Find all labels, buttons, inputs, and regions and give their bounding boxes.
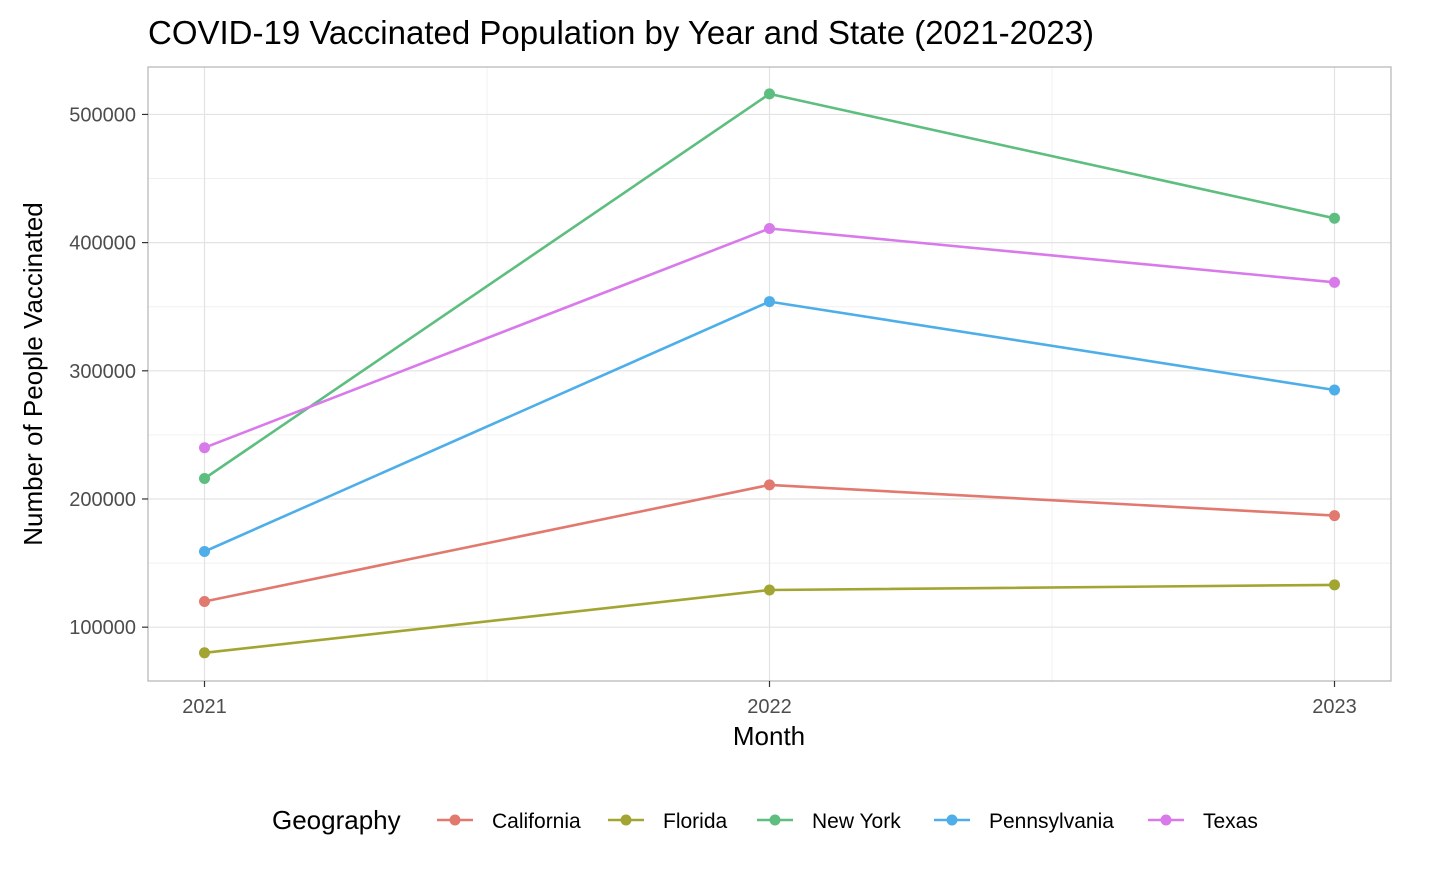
data-point-texas xyxy=(199,442,210,454)
data-point-texas xyxy=(1329,276,1340,288)
data-point-pennsylvania xyxy=(1329,384,1340,396)
x-axis-title: Month xyxy=(733,721,805,751)
legend-item-new-york: New York xyxy=(757,810,901,833)
x-axis: 2021 2022 2023 xyxy=(182,681,1357,718)
data-point-new-york xyxy=(764,88,775,100)
legend-title: Geography xyxy=(272,805,401,835)
legend-item-texas: Texas xyxy=(1148,810,1258,833)
y-tick-label: 300000 xyxy=(69,361,136,383)
y-tick-label: 200000 xyxy=(69,489,136,511)
series-texas xyxy=(199,223,1340,454)
y-axis: 100000 200000 300000 400000 500000 xyxy=(69,104,148,639)
x-tick-label: 2023 xyxy=(1312,696,1357,718)
data-point-california xyxy=(764,479,775,491)
x-tick-label: 2021 xyxy=(182,696,227,718)
legend-label: Pennsylvania xyxy=(989,810,1114,833)
data-point-new-york xyxy=(1329,212,1340,224)
data-point-pennsylvania xyxy=(764,296,775,308)
series-layer xyxy=(199,88,1340,659)
data-point-california xyxy=(1329,510,1340,522)
y-tick-label: 100000 xyxy=(69,617,136,639)
legend-label: Texas xyxy=(1203,810,1258,833)
major-grid xyxy=(148,67,1391,681)
y-axis-title: Number of People Vaccinated xyxy=(18,202,48,546)
legend-item-pennsylvania: Pennsylvania xyxy=(934,810,1114,833)
legend-key-point xyxy=(769,814,781,826)
data-point-pennsylvania xyxy=(199,546,210,558)
data-point-california xyxy=(199,596,210,608)
y-tick-label: 400000 xyxy=(69,233,136,255)
chart-title: COVID-19 Vaccinated Population by Year a… xyxy=(148,14,1095,51)
legend-label: Florida xyxy=(663,810,728,833)
series-florida xyxy=(199,579,1340,659)
series-new-york xyxy=(199,88,1340,484)
legend-key-point xyxy=(449,814,461,826)
data-point-new-york xyxy=(199,472,210,484)
data-point-texas xyxy=(764,223,775,235)
data-point-florida xyxy=(1329,579,1340,591)
legend-key-point xyxy=(620,814,632,826)
x-tick-label: 2022 xyxy=(747,696,792,718)
series-pennsylvania xyxy=(199,296,1340,558)
legend-item-florida: Florida xyxy=(608,810,728,833)
series-california xyxy=(199,479,1340,608)
legend: Geography California Florida New York Penns… xyxy=(272,805,1258,835)
legend-label: New York xyxy=(812,810,901,833)
legend-key-point xyxy=(946,814,958,826)
data-point-florida xyxy=(764,584,775,596)
data-point-florida xyxy=(199,647,210,659)
legend-item-california: California xyxy=(437,810,581,833)
legend-label: California xyxy=(492,810,581,833)
y-tick-label: 500000 xyxy=(69,104,136,126)
legend-key-point xyxy=(1160,814,1172,826)
